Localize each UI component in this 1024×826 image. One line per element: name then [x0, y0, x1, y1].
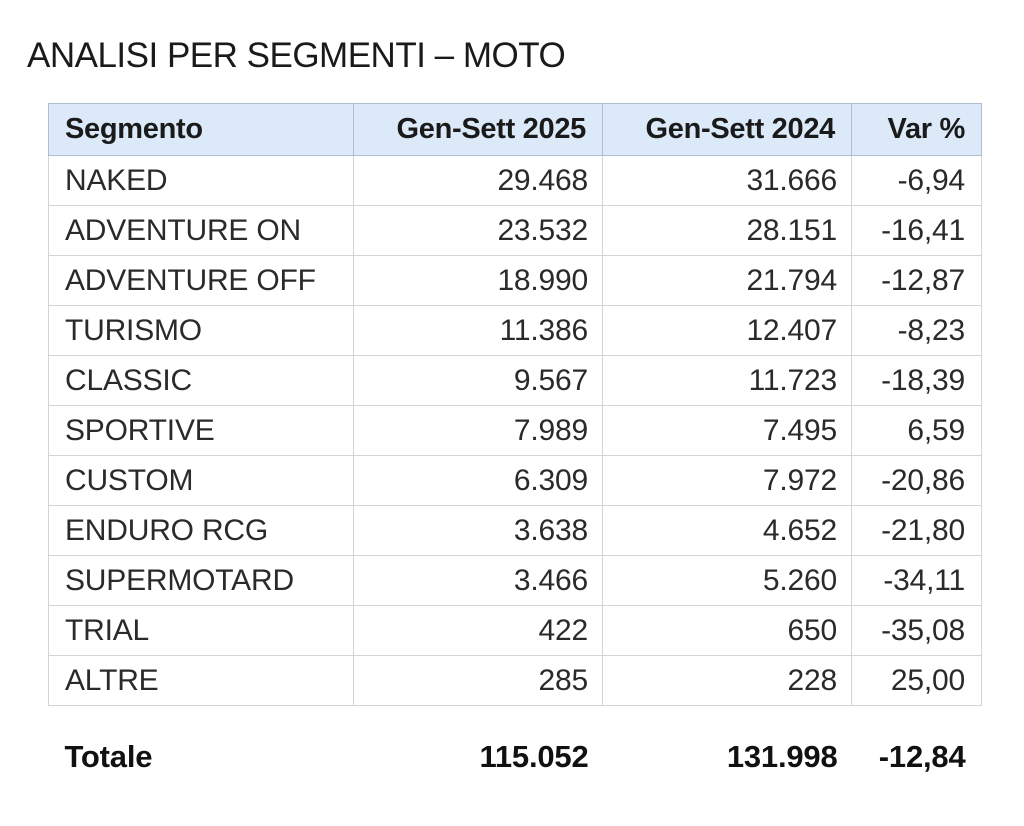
- cell-2024: 650: [602, 605, 852, 656]
- cell-2024: 31.666: [602, 155, 852, 206]
- total-var: -12,84: [878, 738, 966, 774]
- cell-segment: TURISMO: [48, 305, 354, 356]
- cell-segment: CUSTOM: [48, 455, 354, 506]
- table-row: CUSTOM 6.309 7.972 -20,86: [48, 455, 982, 506]
- total-label: Totale: [64, 738, 153, 774]
- cell-2024: 7.972: [602, 455, 852, 506]
- cell-2024: 228: [602, 655, 852, 706]
- cell-var: -20,86: [851, 455, 982, 506]
- cell-var: -8,23: [851, 305, 982, 356]
- cell-var: 25,00: [851, 655, 982, 706]
- segment-table: Segmento Gen-Sett 2025 Gen-Sett 2024 Var…: [48, 103, 982, 783]
- cell-var: -35,08: [851, 605, 982, 656]
- table-row: TRIAL 422 650 -35,08: [48, 605, 982, 656]
- cell-var: -21,80: [851, 505, 982, 556]
- cell-segment: ADVENTURE ON: [48, 205, 354, 256]
- cell-2025: 7.989: [353, 405, 603, 456]
- cell-2025: 23.532: [353, 205, 603, 256]
- table-row: NAKED 29.468 31.666 -6,94: [48, 155, 982, 206]
- total-row: Totale 115.052 131.998 -12,84: [49, 731, 982, 783]
- cell-segment: CLASSIC: [48, 355, 354, 406]
- table-row: ADVENTURE OFF 18.990 21.794 -12,87: [48, 255, 982, 306]
- cell-segment: ALTRE: [48, 655, 354, 706]
- cell-2024: 21.794: [602, 255, 852, 306]
- cell-var: -12,87: [851, 255, 982, 306]
- header-row: Segmento Gen-Sett 2025 Gen-Sett 2024 Var…: [48, 103, 982, 156]
- cell-2025: 422: [353, 605, 603, 656]
- table-row: CLASSIC 9.567 11.723 -18,39: [48, 355, 982, 406]
- cell-2025: 11.386: [353, 305, 603, 356]
- total-2024: 131.998: [726, 738, 838, 774]
- header-segmento: Segmento: [48, 103, 354, 156]
- cell-segment: TRIAL: [48, 605, 354, 656]
- cell-segment: SUPERMOTARD: [48, 555, 354, 606]
- cell-segment: NAKED: [48, 155, 354, 206]
- header-var-percent: Var %: [851, 103, 982, 156]
- cell-2025: 285: [353, 655, 603, 706]
- cell-2024: 28.151: [602, 205, 852, 256]
- cell-var: -6,94: [851, 155, 982, 206]
- cell-2024: 11.723: [602, 355, 852, 406]
- cell-var: -34,11: [851, 555, 982, 606]
- table-body: NAKED 29.468 31.666 -6,94 ADVENTURE ON 2…: [48, 155, 982, 783]
- page-title: ANALISI PER SEGMENTI – MOTO: [27, 36, 566, 75]
- header-gen-sett-2024: Gen-Sett 2024: [602, 103, 852, 156]
- table-row: SUPERMOTARD 3.466 5.260 -34,11: [48, 555, 982, 606]
- cell-2025: 3.638: [353, 505, 603, 556]
- cell-var: -16,41: [851, 205, 982, 256]
- table-row: ADVENTURE ON 23.532 28.151 -16,41: [48, 205, 982, 256]
- table-row: ENDURO RCG 3.638 4.652 -21,80: [48, 505, 982, 556]
- total-2025: 115.052: [479, 738, 589, 774]
- cell-segment: ENDURO RCG: [48, 505, 354, 556]
- cell-2025: 29.468: [353, 155, 603, 206]
- cell-2024: 5.260: [602, 555, 852, 606]
- table-row: TURISMO 11.386 12.407 -8,23: [48, 305, 982, 356]
- table-row: SPORTIVE 7.989 7.495 6,59: [48, 405, 982, 456]
- cell-2025: 9.567: [353, 355, 603, 406]
- cell-2025: 18.990: [353, 255, 603, 306]
- cell-var: -18,39: [851, 355, 982, 406]
- cell-2025: 3.466: [353, 555, 603, 606]
- cell-2024: 7.495: [602, 405, 852, 456]
- cell-var: 6,59: [851, 405, 982, 456]
- cell-segment: SPORTIVE: [48, 405, 354, 456]
- table-header: Segmento Gen-Sett 2025 Gen-Sett 2024 Var…: [48, 103, 982, 156]
- cell-2024: 12.407: [602, 305, 852, 356]
- cell-segment: ADVENTURE OFF: [48, 255, 354, 306]
- cell-2025: 6.309: [353, 455, 603, 506]
- spacer-row: [49, 706, 982, 731]
- header-gen-sett-2025: Gen-Sett 2025: [353, 103, 603, 156]
- table-row: ALTRE 285 228 25,00: [48, 655, 982, 706]
- cell-2024: 4.652: [602, 505, 852, 556]
